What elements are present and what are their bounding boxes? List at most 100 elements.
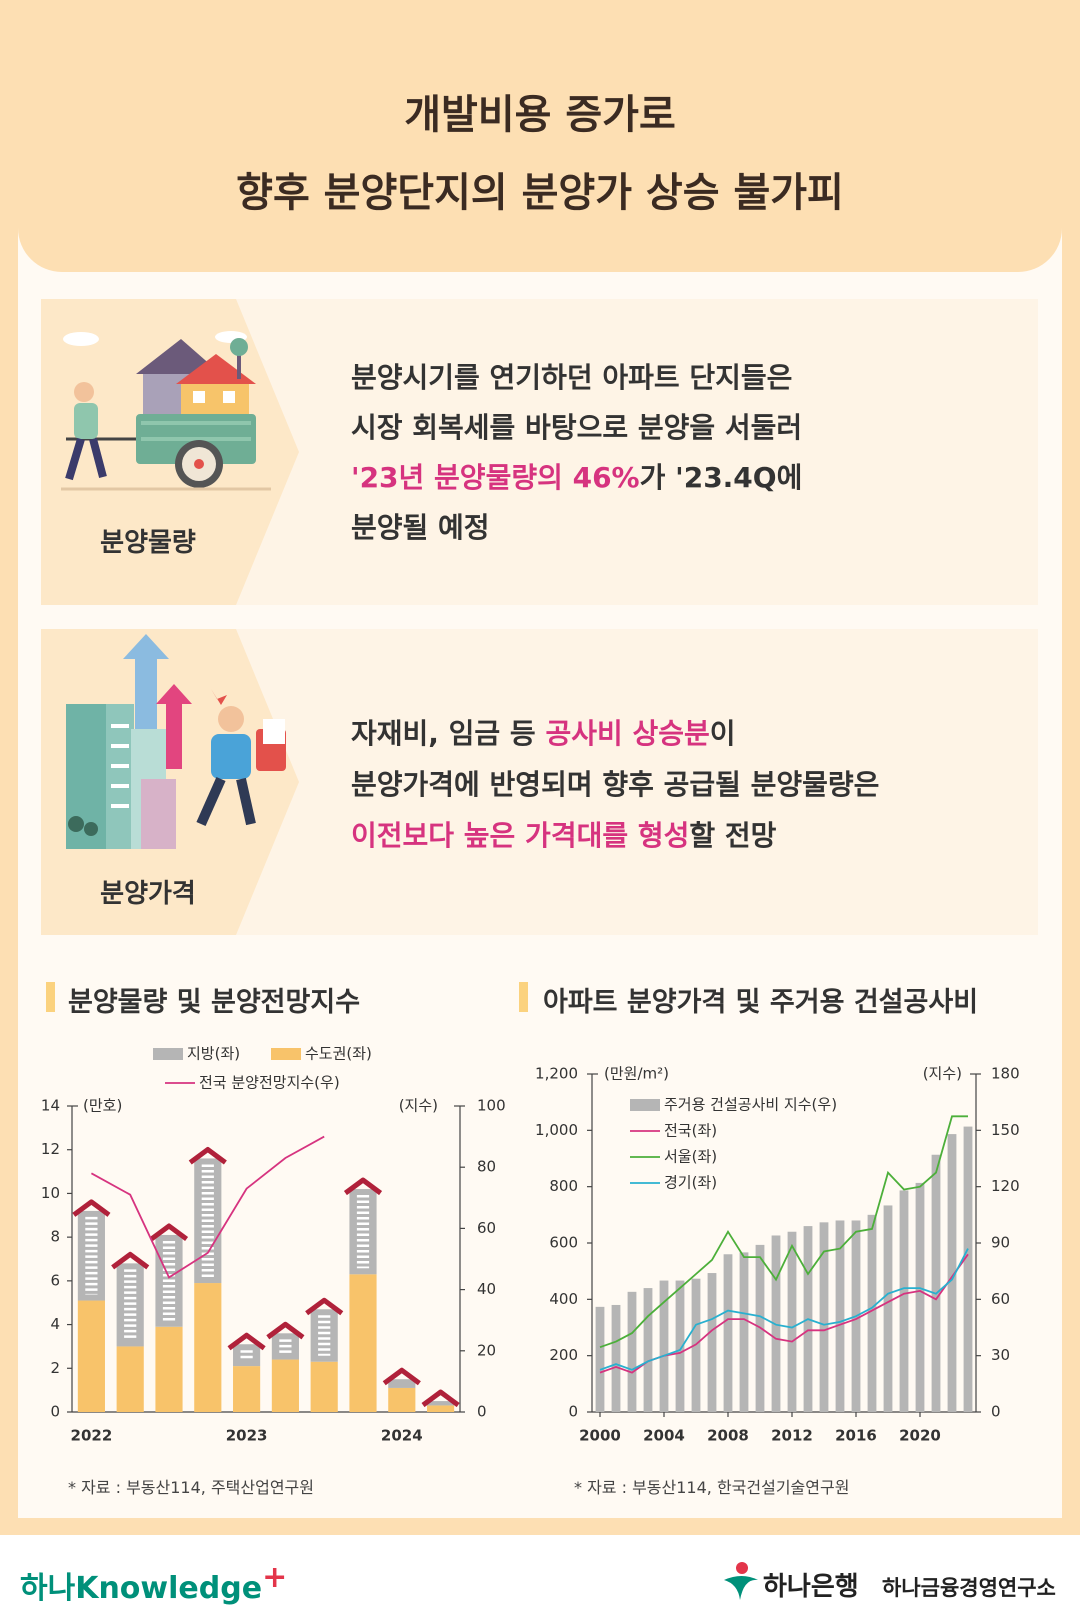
y-tick-label: 2 bbox=[50, 1359, 60, 1377]
y2-tick-label: 90 bbox=[991, 1234, 1010, 1252]
bar bbox=[643, 1288, 653, 1412]
line-series bbox=[599, 1248, 969, 1371]
bar bbox=[739, 1252, 749, 1412]
legend-label: 전국(좌) bbox=[664, 1122, 717, 1140]
y-tick-label: 14 bbox=[41, 1097, 60, 1115]
bar bbox=[595, 1306, 605, 1412]
legend-label: 주거용 건설공사비 지수(우) bbox=[664, 1096, 837, 1114]
footer bbox=[0, 1535, 1080, 1619]
bar bbox=[427, 1401, 455, 1406]
highlight-text: '23년 분양물량의 46% bbox=[351, 461, 640, 494]
y2-tick-label: 0 bbox=[991, 1403, 1001, 1421]
y2-tick-label: 80 bbox=[477, 1158, 496, 1176]
body-text: 시장 회복세를 바탕으로 분양을 서둘러 bbox=[351, 411, 803, 444]
y-tick-label: 400 bbox=[549, 1290, 578, 1308]
body-text: 이 bbox=[709, 717, 736, 750]
bar-roof bbox=[382, 1367, 421, 1386]
axis-unit: (만원/m²) bbox=[604, 1065, 669, 1083]
y2-tick-label: 20 bbox=[477, 1341, 496, 1359]
body-text: 자재비, 임금 등 bbox=[351, 717, 546, 750]
bar bbox=[867, 1214, 877, 1412]
bar-roof bbox=[421, 1389, 460, 1408]
x-tick-label: 2016 bbox=[835, 1427, 877, 1445]
source-note: * 자료 : 부동산114, 주택산업연구원 bbox=[68, 1478, 314, 1497]
source-note: * 자료 : 부동산114, 한국건설기술연구원 bbox=[574, 1478, 850, 1497]
bar-roof bbox=[227, 1332, 266, 1351]
axis-unit: (지수) bbox=[923, 1065, 962, 1083]
y-tick-label: 800 bbox=[549, 1177, 578, 1195]
bar bbox=[883, 1205, 893, 1412]
y2-tick-label: 180 bbox=[991, 1065, 1020, 1083]
bar bbox=[233, 1344, 261, 1367]
bar bbox=[427, 1405, 455, 1412]
legend-swatch bbox=[271, 1048, 301, 1060]
x-tick-label: 2020 bbox=[899, 1427, 941, 1445]
text-line: 자재비, 임금 등 공사비 상승분이 bbox=[351, 712, 736, 752]
legend-label: 전국 분양전망지수(우) bbox=[199, 1074, 340, 1092]
y-tick-label: 4 bbox=[50, 1315, 60, 1333]
body-text: 분양가격에 반영되며 향후 공급될 분양물량은 bbox=[351, 768, 880, 801]
bar bbox=[310, 1361, 338, 1412]
bar bbox=[310, 1309, 338, 1362]
text-line: 시장 회복세를 바탕으로 분양을 서둘러 bbox=[351, 406, 802, 446]
y-tick-label: 1,000 bbox=[535, 1121, 578, 1139]
y-tick-label: 10 bbox=[41, 1184, 60, 1202]
bar bbox=[659, 1280, 669, 1412]
line-series bbox=[599, 1253, 969, 1374]
bar bbox=[627, 1291, 637, 1412]
y-tick-label: 0 bbox=[568, 1403, 578, 1421]
y-tick-label: 12 bbox=[41, 1140, 60, 1158]
section-label: 분양가격 bbox=[100, 879, 196, 909]
bar bbox=[116, 1346, 144, 1412]
bar bbox=[271, 1359, 299, 1412]
bar bbox=[388, 1379, 416, 1388]
legend-label: 지방(좌) bbox=[187, 1045, 240, 1063]
legend-label: 서울(좌) bbox=[664, 1148, 717, 1166]
bar bbox=[819, 1222, 829, 1412]
highlight-text: 공사비 상승분 bbox=[545, 717, 710, 750]
bar bbox=[899, 1190, 909, 1412]
text-line: 이전보다 높은 가격대를 형성할 전망 bbox=[351, 814, 776, 854]
brand-logo: 하나Knowledge+ bbox=[20, 1560, 287, 1607]
x-tick-label: 2012 bbox=[771, 1427, 813, 1445]
y-tick-label: 600 bbox=[549, 1234, 578, 1252]
bar bbox=[611, 1304, 621, 1412]
bar bbox=[915, 1182, 925, 1412]
title-line: 향후 분양단지의 분양가 상승 불가피 bbox=[236, 170, 844, 216]
brand-text: 하나Knowledge bbox=[20, 1571, 263, 1606]
bar-roof bbox=[188, 1146, 227, 1165]
bar bbox=[349, 1274, 377, 1412]
institute-name: 하나금융경영연구소 bbox=[882, 1576, 1056, 1600]
y2-tick-label: 120 bbox=[991, 1177, 1020, 1195]
section-panel bbox=[41, 629, 1038, 935]
y2-tick-label: 100 bbox=[477, 1097, 506, 1115]
bar bbox=[233, 1366, 261, 1412]
bar bbox=[723, 1254, 733, 1412]
bank-name: 하나은행 bbox=[763, 1572, 859, 1602]
brand-plus: + bbox=[262, 1560, 288, 1595]
x-tick-label: 2004 bbox=[643, 1427, 685, 1445]
chart: (만호) (지수) 0 2 4 6 8 10 12 14 0 20 40 60 80 100 2022 2023 2… bbox=[41, 1045, 506, 1445]
legend-label: 경기(좌) bbox=[664, 1174, 717, 1192]
chart-title: 아파트 분양가격 및 주거용 건설공사비 bbox=[543, 987, 979, 1018]
section-label: 분양물량 bbox=[100, 528, 196, 558]
legend-swatch bbox=[153, 1048, 183, 1060]
bar-roof bbox=[72, 1199, 111, 1217]
y2-tick-label: 60 bbox=[991, 1290, 1010, 1308]
bar bbox=[707, 1273, 717, 1412]
bar-roof bbox=[111, 1251, 150, 1270]
y-tick-label: 1,200 bbox=[535, 1065, 578, 1083]
y-tick-label: 200 bbox=[549, 1346, 578, 1364]
y2-tick-label: 30 bbox=[991, 1346, 1010, 1364]
x-tick-label: 2022 bbox=[71, 1427, 113, 1445]
body-text: 할 전망 bbox=[689, 819, 777, 852]
bar-roof bbox=[343, 1177, 383, 1196]
illustration-house bbox=[61, 331, 271, 491]
bar bbox=[675, 1280, 685, 1412]
bar-roof bbox=[149, 1223, 189, 1241]
text-line: 분양될 예정 bbox=[351, 506, 490, 546]
bar bbox=[388, 1387, 416, 1412]
line-series bbox=[90, 1135, 325, 1279]
x-tick-label: 2024 bbox=[381, 1427, 423, 1445]
